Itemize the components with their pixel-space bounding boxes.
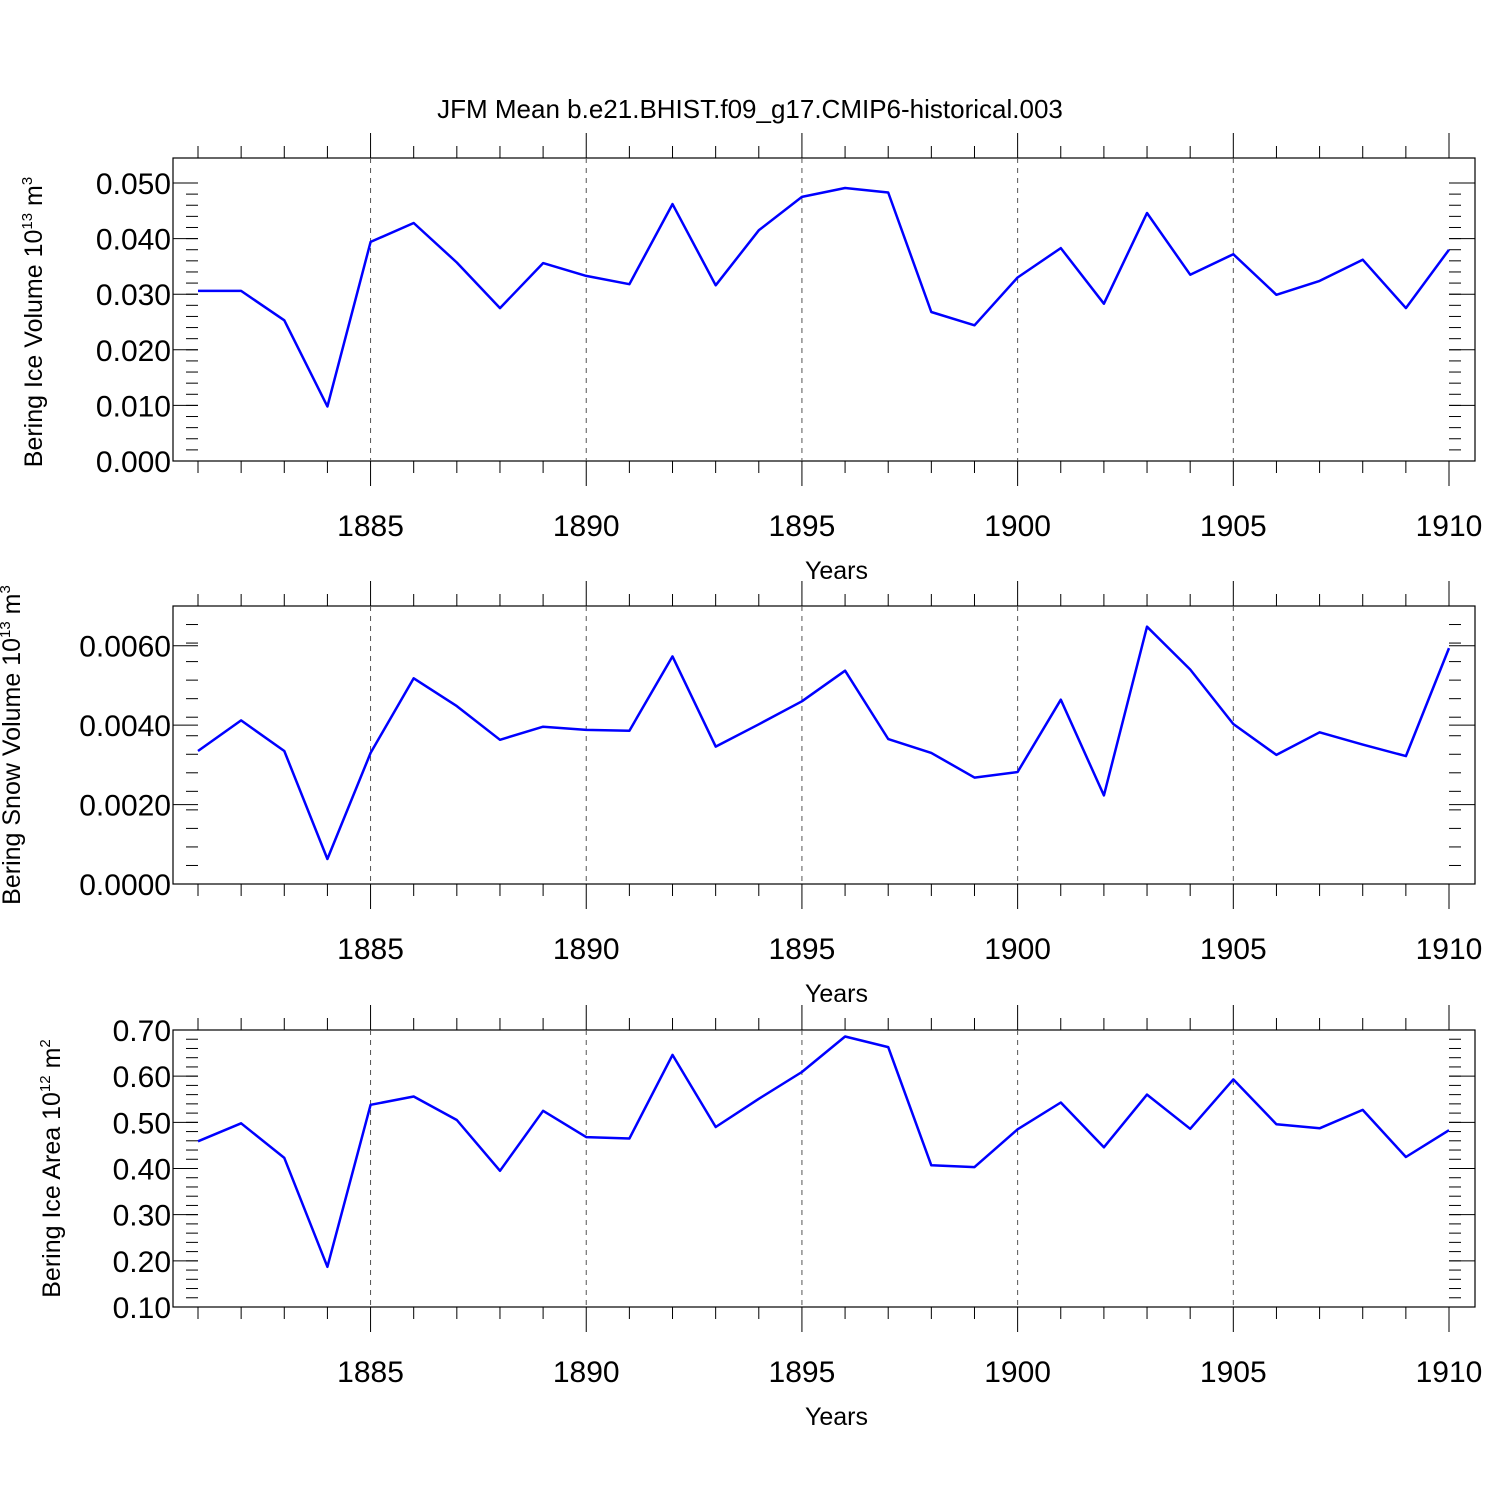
y-tick-label: 0.0040: [79, 710, 171, 743]
x-tick-label: 1895: [769, 510, 836, 543]
y-tick-label: 0.050: [96, 168, 171, 201]
x-tick-label: 1885: [337, 1356, 404, 1389]
x-tick-label: 1905: [1200, 933, 1267, 966]
y-tick-label: 0.040: [96, 224, 171, 257]
y-tick-label: 0.0000: [79, 869, 171, 902]
y-tick-label: 0.70: [113, 1015, 171, 1048]
x-tick-label: 1900: [984, 1356, 1051, 1389]
y-axis-title: Bering Ice Area 1012 m2: [37, 1039, 66, 1298]
x-tick-label: 1910: [1416, 1356, 1483, 1389]
y-tick-label: 0.20: [113, 1246, 171, 1279]
y-tick-label: 0.40: [113, 1154, 171, 1187]
x-axis-title: Years: [805, 1403, 868, 1431]
panel-ice-volume: 1885 1890 1895 1900 1905 1910 Years 0.000 0.010 0…: [19, 133, 1482, 585]
y-tick-label: 0.000: [96, 446, 171, 479]
y-tick-label: 0.50: [113, 1107, 171, 1140]
plot-frame: [172, 605, 1476, 885]
series-line-ice-volume: [198, 186, 1451, 408]
panels: 1885 1890 1895 1900 1905 1910 Years 0.000 0.010 0…: [0, 133, 1482, 1431]
series-line-snow-volume: [197, 625, 1451, 861]
x-tick-label: 1890: [553, 1356, 620, 1389]
y-tick-label: 0.010: [96, 390, 171, 423]
y-tick-label: 0.30: [113, 1200, 171, 1233]
y-tick-label: 0.0020: [79, 790, 171, 823]
x-tick-label: 1895: [769, 1356, 836, 1389]
y-axis-title: Bering Ice Volume 1013 m3: [19, 177, 48, 467]
y-tick-label: 0.60: [113, 1061, 171, 1094]
panel-snow-volume: 1885 1890 1895 1900 1905 1910 Years 0.0000 0.002…: [0, 581, 1482, 1008]
x-tick-label: 1900: [984, 510, 1051, 543]
x-tick-label: 1885: [337, 510, 404, 543]
plot-frame: [172, 1029, 1476, 1308]
x-tick-label: 1885: [337, 933, 404, 966]
x-tick-label: 1900: [984, 933, 1051, 966]
y-tick-label: 0.10: [113, 1292, 171, 1325]
chart-title: JFM Mean b.e21.BHIST.f09_g17.CMIP6-histo…: [437, 94, 1063, 124]
x-tick-label: 1890: [553, 933, 620, 966]
x-tick-label: 1890: [553, 510, 620, 543]
x-tick-label: 1895: [769, 933, 836, 966]
x-tick-label: 1905: [1200, 1356, 1267, 1389]
panel-ice-area: 1885 1890 1895 1900 1905 1910 Years 0.10 0.20 0.3…: [37, 1005, 1482, 1431]
x-tick-label: 1905: [1200, 510, 1267, 543]
y-tick-label: 0.0060: [79, 631, 171, 664]
x-tick-label: 1910: [1416, 510, 1483, 543]
y-tick-label: 0.020: [96, 335, 171, 368]
y-axis-title: Bering Snow Volume 1013 m3: [0, 585, 26, 905]
series-line-ice-area: [197, 1035, 1450, 1269]
x-axis-title: Years: [805, 980, 868, 1008]
y-tick-label: 0.030: [96, 279, 171, 312]
x-tick-label: 1910: [1416, 933, 1483, 966]
plot-frame: [172, 157, 1476, 462]
x-axis-title: Years: [805, 557, 868, 585]
